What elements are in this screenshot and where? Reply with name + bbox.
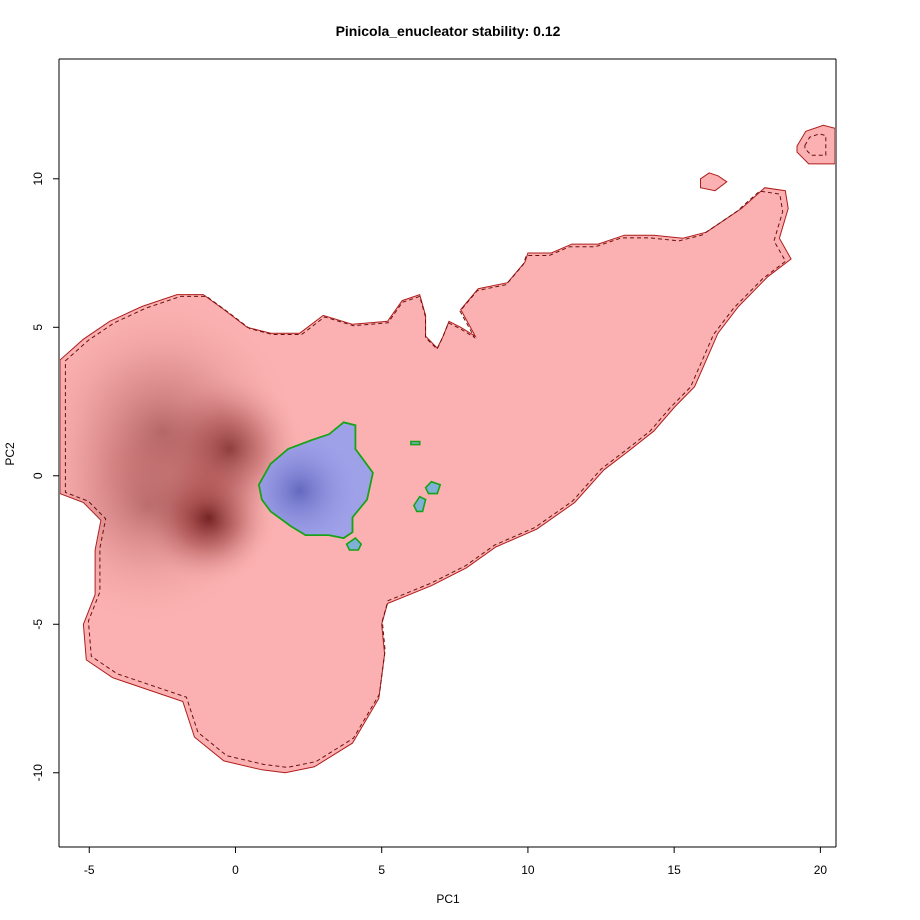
y-tick-label: 0 bbox=[31, 472, 45, 479]
stability-fragment-4-region bbox=[410, 440, 421, 446]
x-tick-label: 0 bbox=[232, 863, 239, 877]
stability-outline bbox=[258, 421, 374, 539]
y-tick-label: 10 bbox=[31, 172, 45, 186]
stability-fragment-1-region bbox=[345, 537, 363, 551]
layer-stability-fragment-4 bbox=[410, 440, 421, 446]
niche-island-small-region bbox=[700, 172, 728, 192]
niche-island-top-right-region bbox=[796, 124, 835, 165]
layer-niche bbox=[60, 187, 792, 774]
stability-fragment-3-region bbox=[412, 495, 427, 513]
y-axis: -10 -5 0 5 10 bbox=[31, 172, 59, 782]
plot-area bbox=[60, 124, 835, 774]
x-tick-label: 20 bbox=[814, 863, 828, 877]
x-tick-label: -5 bbox=[84, 863, 95, 877]
layer-stability-fragment-3 bbox=[412, 495, 427, 513]
stability-fragment-2-region bbox=[424, 480, 442, 495]
x-axis: -5 0 5 10 15 20 bbox=[84, 847, 827, 877]
island-contour-dashed bbox=[804, 133, 827, 156]
x-tick-label: 10 bbox=[521, 863, 535, 877]
x-axis-label: PC1 bbox=[436, 892, 460, 906]
y-tick-label: 5 bbox=[31, 324, 45, 331]
layer-niche-island-top-right bbox=[796, 124, 835, 165]
y-axis-label: PC2 bbox=[3, 442, 17, 466]
layer-stability-fragment-2 bbox=[424, 480, 442, 495]
layer-niche-island-small bbox=[700, 172, 728, 192]
x-tick-label: 5 bbox=[378, 863, 385, 877]
density-peak bbox=[60, 383, 270, 628]
x-tick-label: 15 bbox=[667, 863, 681, 877]
y-tick-label: -10 bbox=[31, 764, 45, 782]
y-tick-label: -5 bbox=[31, 619, 45, 630]
layer-stability-fragment-1 bbox=[345, 537, 363, 551]
chart-title: Pinicola_enucleator stability: 0.12 bbox=[336, 23, 561, 39]
